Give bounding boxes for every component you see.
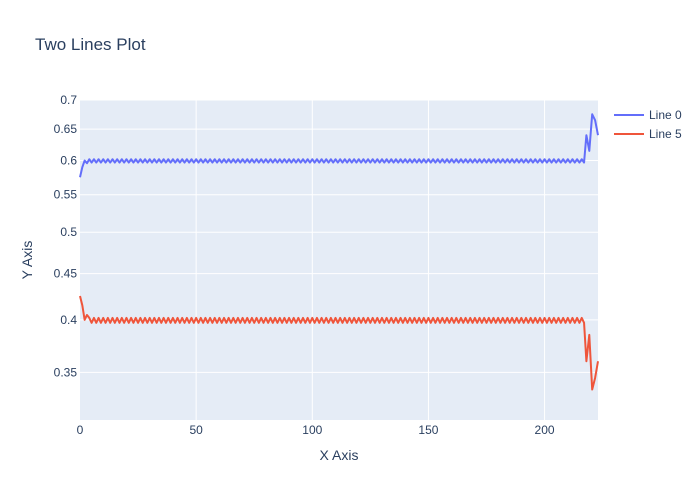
- legend-item-1[interactable]: Line 5: [614, 127, 682, 141]
- y-tick-label: 0.65: [54, 122, 78, 136]
- series-line-0: [79, 113, 599, 178]
- legend-label: Line 0: [649, 108, 682, 122]
- y-tick-label: 0.35: [54, 365, 78, 379]
- chart-title: Two Lines Plot: [35, 35, 146, 54]
- series-line-1: [79, 295, 599, 391]
- series-lines: [79, 113, 599, 391]
- y-axis-title: Y Axis: [19, 241, 35, 280]
- x-tick-label: 200: [535, 423, 555, 437]
- x-tick-label: 50: [189, 423, 203, 437]
- y-tick-label: 0.4: [60, 313, 77, 327]
- y-tick-label: 0.7: [60, 93, 77, 107]
- x-tick-label: 0: [77, 423, 84, 437]
- x-axis-title: X Axis: [320, 447, 359, 463]
- x-tick-label: 150: [418, 423, 438, 437]
- y-tick-label: 0.5: [60, 225, 77, 239]
- y-tick-label: 0.6: [60, 154, 77, 168]
- y-tick-label: 0.45: [54, 267, 78, 281]
- tick-labels: 0 50 100 150 200 0.35 0.4 0.45 0.5 0.55 0.6 0.65 0.7: [54, 93, 555, 437]
- legend-label: Line 5: [649, 127, 682, 141]
- plot-area: [80, 100, 598, 420]
- x-tick-label: 100: [302, 423, 322, 437]
- legend[interactable]: Line 0 Line 5: [614, 108, 682, 141]
- legend-item-0[interactable]: Line 0: [614, 108, 682, 122]
- y-tick-label: 0.55: [54, 188, 78, 202]
